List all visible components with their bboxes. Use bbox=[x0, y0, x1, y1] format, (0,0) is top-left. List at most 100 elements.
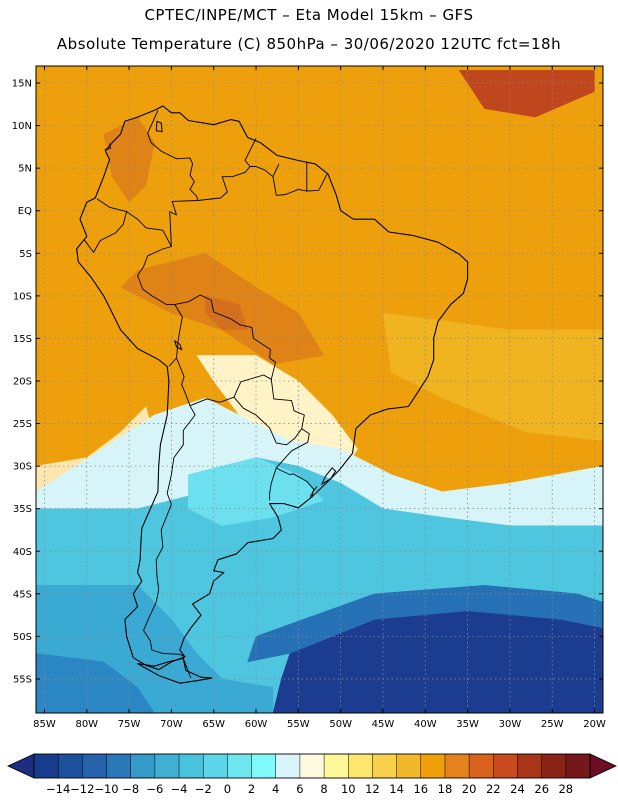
colorbar-swatch bbox=[82, 753, 108, 779]
colorbar-label: −6 bbox=[146, 782, 163, 796]
map-title-line1: CPTEC/INPE/MCT – Eta Model 15km – GFS bbox=[144, 6, 474, 24]
country-border bbox=[233, 379, 305, 446]
colorbar-swatch bbox=[106, 753, 132, 779]
country-border bbox=[182, 658, 192, 679]
lon-tick-label: 20W bbox=[583, 719, 606, 730]
colorbar-swatch bbox=[57, 753, 83, 779]
map-frame bbox=[35, 65, 604, 714]
lat-tick-label: 35S bbox=[13, 504, 32, 515]
colorbar-label: 18 bbox=[438, 782, 453, 796]
lat-tick-label: 45S bbox=[13, 589, 32, 600]
lon-tick-label: 25W bbox=[541, 719, 564, 730]
colorbar-swatch bbox=[130, 753, 156, 779]
lat-tick-label: 25S bbox=[13, 419, 32, 430]
colorbar-swatch bbox=[420, 753, 446, 779]
colorbar-over-arrow bbox=[589, 753, 617, 779]
colorbar-label: −4 bbox=[171, 782, 188, 796]
political-boundaries bbox=[76, 105, 469, 684]
lat-tick-label: 20S bbox=[13, 376, 32, 387]
colorbar-swatch bbox=[517, 753, 543, 779]
colorbar-swatch bbox=[565, 753, 591, 779]
country-border bbox=[174, 294, 276, 407]
colorbar-label: 8 bbox=[320, 782, 327, 796]
lat-tick-label: 15N bbox=[12, 79, 32, 90]
lat-tick-label: 5S bbox=[19, 249, 32, 260]
lon-tick-label: 65W bbox=[202, 719, 225, 730]
lat-tick-label: 50S bbox=[13, 632, 32, 643]
colorbar-swatch bbox=[275, 753, 301, 779]
colorbar-label: −14 bbox=[46, 782, 70, 796]
colorbar-label: 2 bbox=[248, 782, 255, 796]
field-region-cold-ring bbox=[247, 585, 603, 663]
colorbar-label: 4 bbox=[272, 782, 279, 796]
lat-tick-label: 40S bbox=[13, 547, 32, 558]
field-region-warm-atlantic-band bbox=[382, 312, 603, 441]
country-border bbox=[275, 428, 315, 498]
lon-tick-label: 40W bbox=[414, 719, 437, 730]
lon-tick-label: 30W bbox=[499, 719, 522, 730]
coastline-tierra-del-fuego bbox=[137, 657, 213, 684]
colorbar-swatch bbox=[444, 753, 470, 779]
colorbar-label: −12 bbox=[70, 782, 94, 796]
field-region-hot-core-bolivia bbox=[205, 295, 248, 331]
lon-tick-label: 60W bbox=[245, 719, 268, 730]
colorbar-swatch bbox=[493, 753, 519, 779]
country-border bbox=[83, 198, 128, 253]
colorbar-label: −2 bbox=[195, 782, 212, 796]
colorbar-label: −10 bbox=[94, 782, 118, 796]
country-border bbox=[244, 138, 328, 196]
country-border bbox=[143, 405, 196, 658]
country-border bbox=[272, 163, 280, 177]
color-legend: −14 −12 −10 −8 −6 −4 −2 0 2 4 6 8 10 12 14 16 18 20 22 24 26… bbox=[7, 753, 617, 796]
colorbar-swatch bbox=[299, 753, 325, 779]
country-border bbox=[104, 143, 111, 150]
lon-tick-label: 75W bbox=[118, 719, 141, 730]
colorbar-swatch bbox=[348, 753, 374, 779]
lon-tick-label: 85W bbox=[33, 719, 56, 730]
colorbar-label: 28 bbox=[558, 782, 573, 796]
country-border bbox=[147, 110, 199, 247]
lat-tick-label: 10S bbox=[13, 291, 32, 302]
colorbar-label: 12 bbox=[365, 782, 380, 796]
lat-tick-label: 10N bbox=[12, 121, 32, 132]
colorbar-swatch bbox=[541, 753, 567, 779]
colorbar-swatch bbox=[396, 753, 422, 779]
field-region-colder-southwest bbox=[36, 653, 155, 713]
lat-tick-label: 5N bbox=[18, 164, 32, 175]
colorbar-label: 24 bbox=[510, 782, 525, 796]
colorbar-swatch bbox=[202, 753, 229, 779]
temperature-field bbox=[36, 66, 603, 713]
country-border bbox=[269, 467, 277, 501]
colorbar-label: 10 bbox=[341, 782, 356, 796]
colorbar-label: 20 bbox=[462, 782, 477, 796]
lat-tick-label: 30S bbox=[13, 462, 32, 473]
country-border bbox=[126, 211, 183, 367]
colorbar-label: 16 bbox=[413, 782, 428, 796]
lon-tick-label: 45W bbox=[372, 719, 395, 730]
lon-tick-label: 55W bbox=[287, 719, 310, 730]
lake-lagoa-dos-patos bbox=[320, 467, 337, 486]
colorbar-label: −8 bbox=[122, 782, 139, 796]
field-region-hot-spot-caribbean bbox=[458, 70, 595, 118]
colorbar-swatch bbox=[251, 753, 277, 779]
colorbar-label: 14 bbox=[389, 782, 404, 796]
colorbar-swatch bbox=[468, 753, 494, 779]
lat-tick-label: EQ bbox=[18, 206, 32, 217]
colorbar-under-arrow bbox=[7, 753, 35, 779]
map-title-line2: Absolute Temperature (C) 850hPa – 30/06/… bbox=[56, 35, 562, 53]
colorbar-label: 6 bbox=[296, 782, 303, 796]
lon-tick-label: 35W bbox=[456, 719, 479, 730]
colorbar-label: 26 bbox=[534, 782, 549, 796]
coastline bbox=[76, 105, 469, 671]
colorbar-swatch bbox=[154, 753, 180, 779]
lat-tick-label: 15S bbox=[13, 334, 32, 345]
lat-lon-grid bbox=[36, 66, 603, 713]
lon-tick-label: 50W bbox=[329, 719, 352, 730]
colorbar-label: 22 bbox=[486, 782, 501, 796]
lake-lagoa-mirim bbox=[309, 486, 318, 498]
colorbar-swatch bbox=[227, 753, 253, 779]
lon-tick-label: 80W bbox=[75, 719, 98, 730]
lake-lake-maracaibo bbox=[155, 120, 163, 133]
axis-ticks: 15N 10N 5N EQ 5S 10S 15S 20S 25S 30S 35S 40S 45S 50S 5… bbox=[12, 66, 606, 730]
